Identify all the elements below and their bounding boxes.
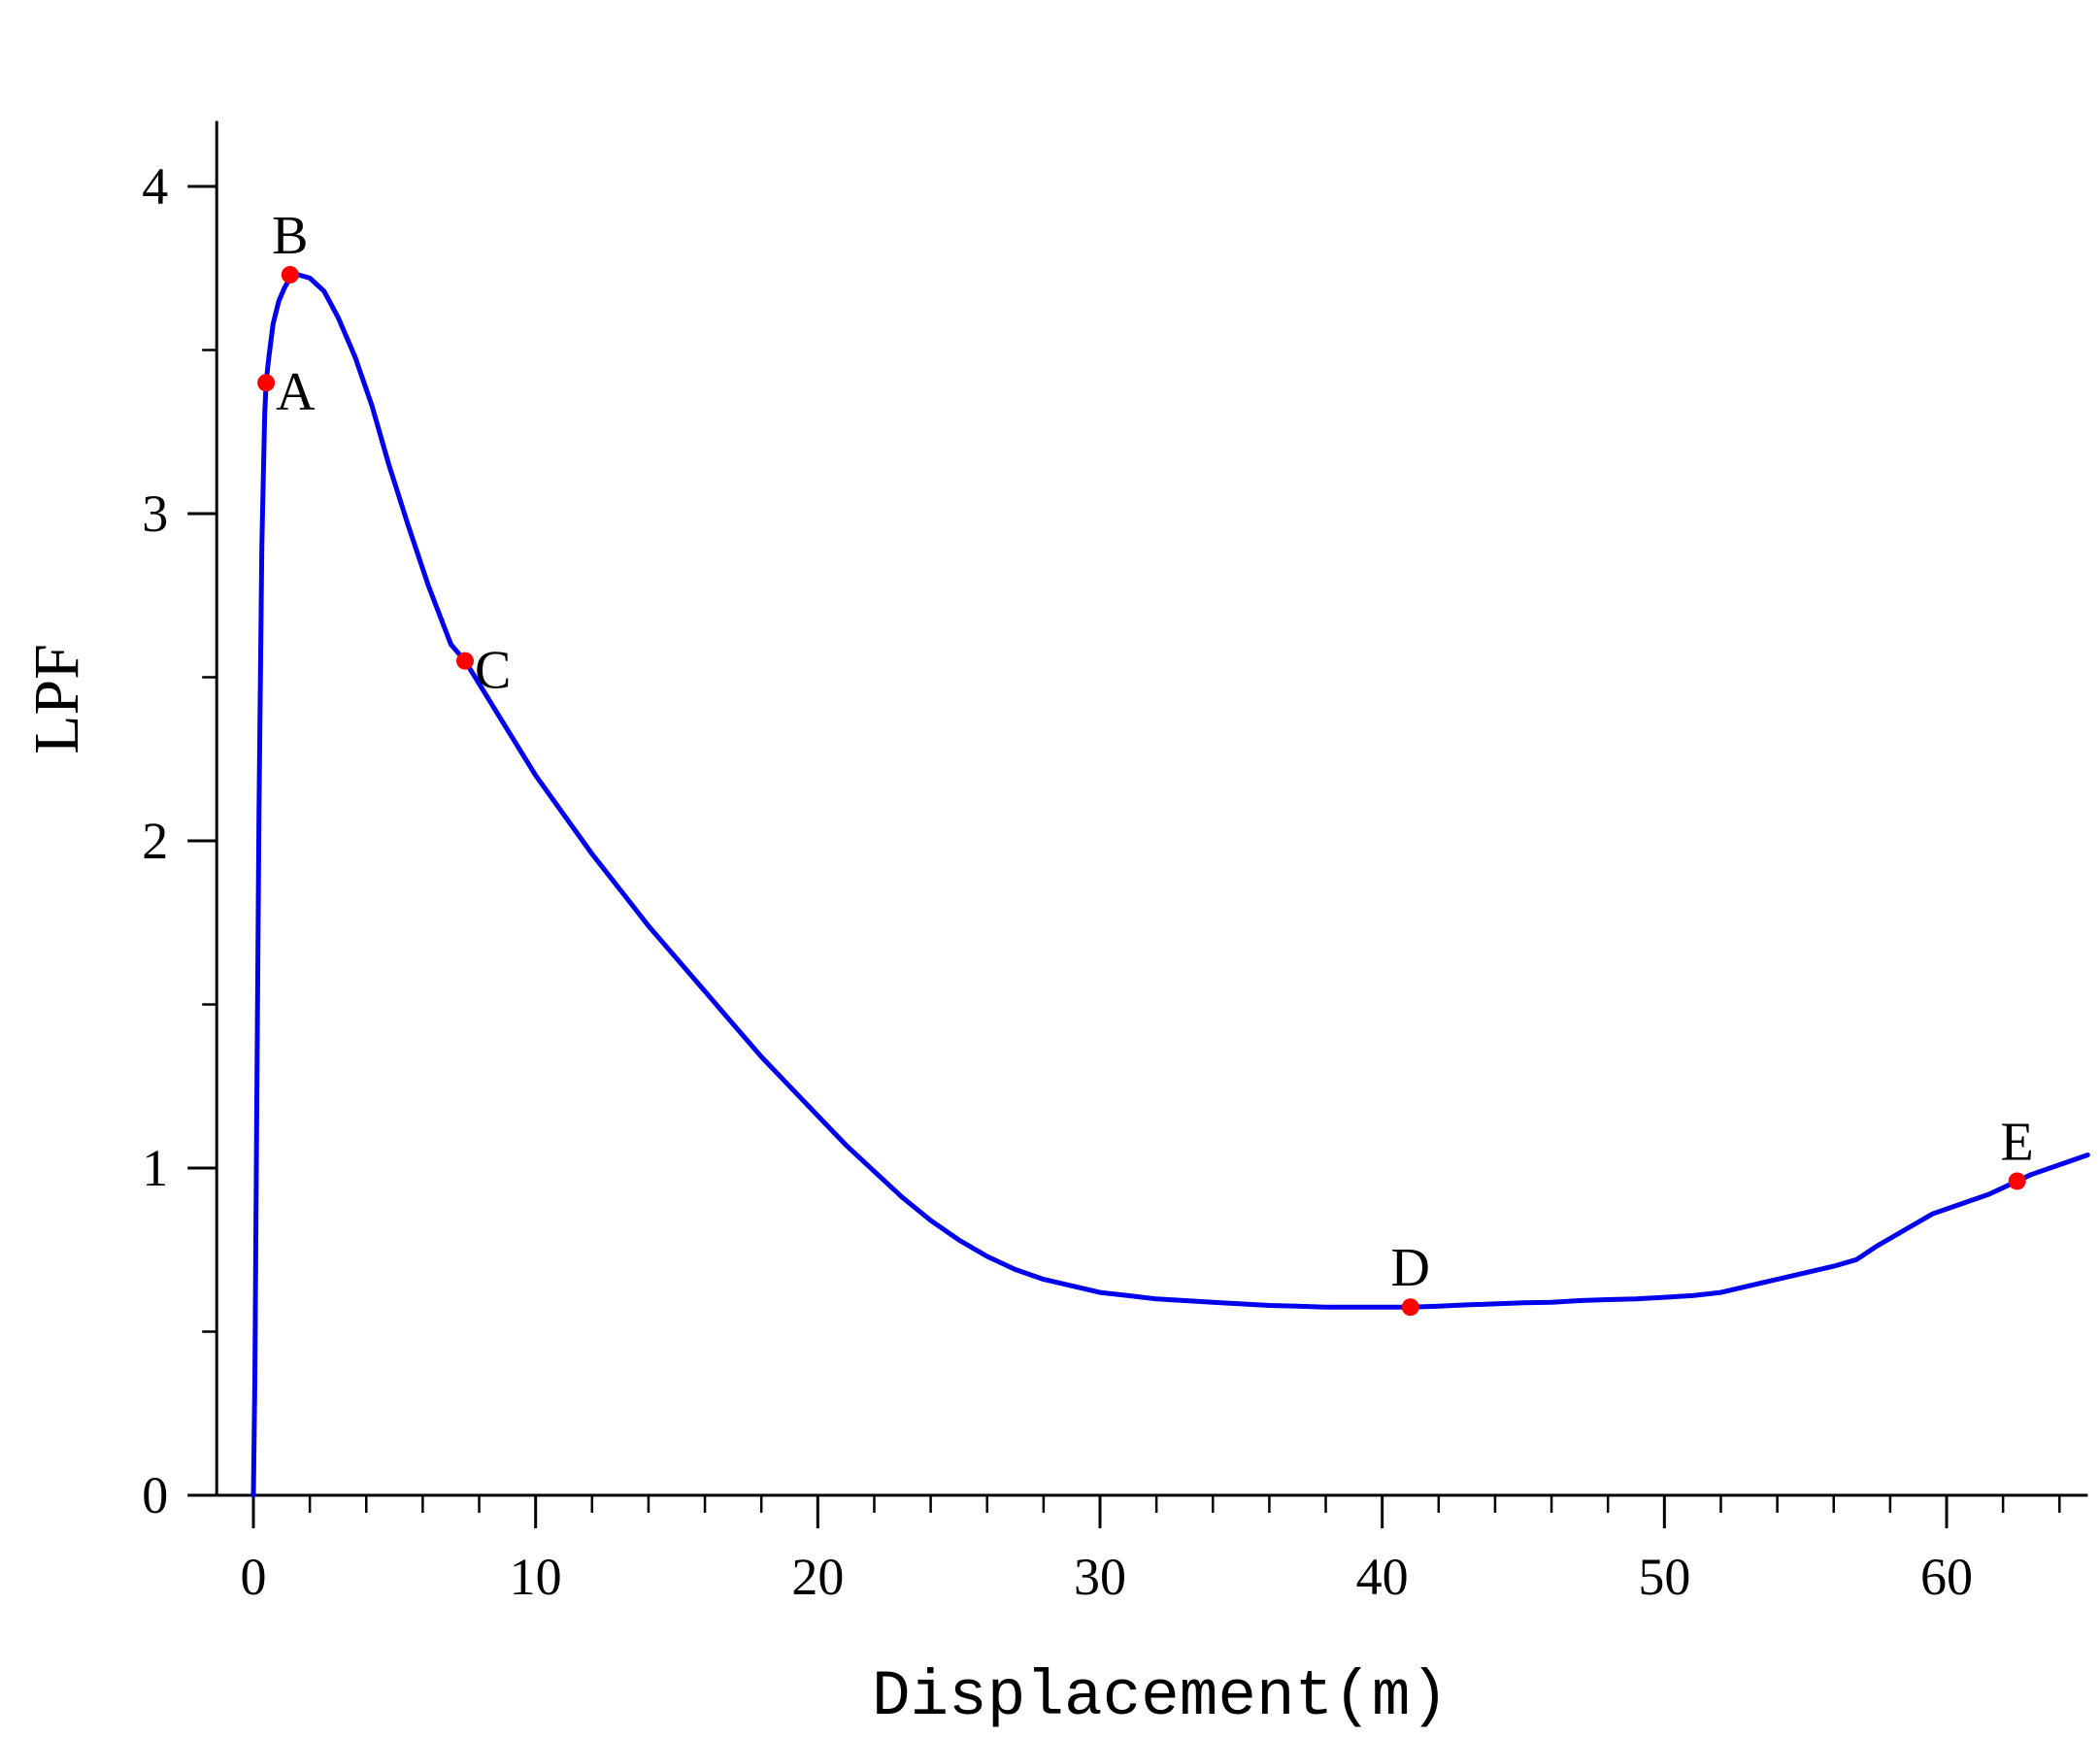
x-tick-label: 60 [1920, 1548, 1973, 1606]
x-tick-label: 40 [1356, 1548, 1409, 1606]
y-tick-label: 4 [142, 157, 168, 216]
x-tick-label: 0 [241, 1548, 267, 1606]
point-label-b: B [272, 206, 308, 266]
x-tick-label: 50 [1638, 1548, 1690, 1606]
point-label-c: C [475, 641, 511, 701]
point-label-d: D [1391, 1238, 1430, 1298]
x-axis-title: Displacement(m) [872, 1660, 1449, 1733]
x-tick-label: 10 [510, 1548, 562, 1606]
point-label-e: E [2001, 1112, 2034, 1172]
x-tick-label: 30 [1074, 1548, 1126, 1606]
points-layer: A B C D E [257, 206, 2034, 1317]
point-marker-a [257, 374, 276, 392]
point-marker-b [281, 265, 299, 284]
point-marker-e [2008, 1172, 2026, 1190]
y-tick-label: 0 [142, 1466, 168, 1524]
y-tick-label: 2 [142, 812, 168, 870]
y-tick-label: 1 [142, 1139, 168, 1197]
point-label-a: A [276, 362, 316, 422]
point-marker-c [456, 652, 474, 670]
y-axis-title: LPF [21, 644, 92, 754]
y-tick-label: 3 [142, 485, 168, 543]
curve-layer [250, 272, 2090, 1498]
point-marker-d [1401, 1298, 1419, 1317]
lpf-curve [250, 272, 2090, 1498]
x-tick-label: 20 [791, 1548, 844, 1606]
